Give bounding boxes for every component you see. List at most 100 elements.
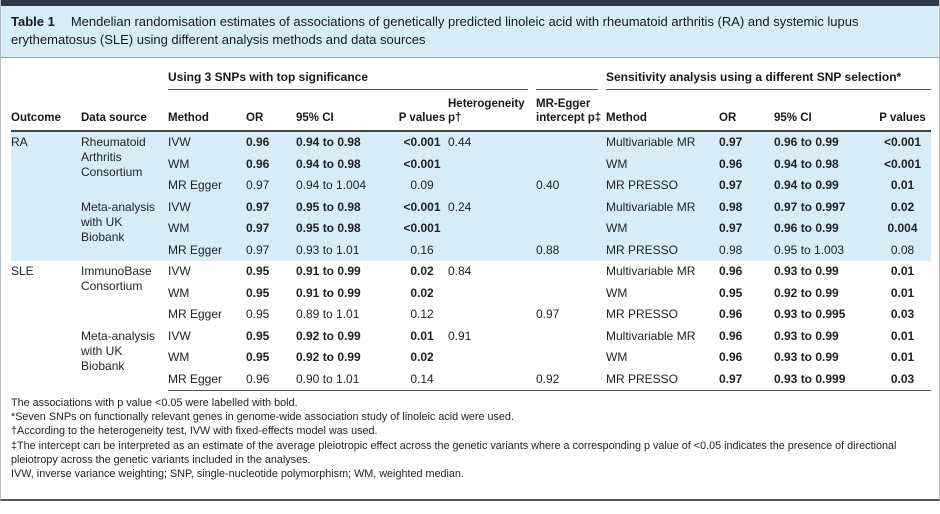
or-cell: 0.96 — [246, 130, 296, 153]
table-body: RA Rheumatoid Arthritis Consortium IVW 0.96… — [11, 130, 932, 391]
heterogeneity-p-cell — [448, 346, 536, 368]
col-header-p-values-2: P values — [874, 89, 932, 132]
method-cell: IVW — [168, 196, 246, 218]
table-row: Meta-analysis with UK Biobank IVW 0.97 0.95… — [11, 196, 932, 261]
heterogeneity-p-cell — [448, 368, 536, 391]
footnote-bold-note: The associations with p value <0.05 were… — [11, 396, 298, 409]
col-header-or-2: OR — [719, 89, 774, 132]
sensitivity-or-cell: 0.98 — [719, 196, 774, 218]
table-caption-block: Table 1 Mendelian randomisation estimates… — [1, 6, 939, 58]
method-cell: MR Egger — [168, 174, 246, 196]
ci-cell: 0.94 to 0.98 — [296, 130, 396, 153]
method-cell: MR Egger — [168, 368, 246, 391]
sensitivity-p-value-cell: 0.01 — [874, 260, 932, 282]
p-value-cell: <0.001 — [396, 153, 448, 175]
method-cell: IVW — [168, 325, 246, 347]
mr-egger-intercept-p-cell: 0.88 — [536, 239, 606, 261]
data-source-cell: Meta-analysis with UK Biobank — [81, 196, 168, 261]
sensitivity-method-cell: Multivariable MR — [606, 130, 719, 153]
group-header-right-label: Sensitivity analysis using a different S… — [606, 70, 932, 90]
sensitivity-ci-cell: 0.93 to 0.999 — [774, 368, 874, 391]
sensitivity-p-value-cell: <0.001 — [874, 130, 932, 153]
col-header-p-values-1: P values — [396, 89, 448, 132]
sensitivity-method-cell: WM — [606, 346, 719, 368]
footnotes: The associations with p value <0.05 were… — [1, 391, 939, 482]
col-header-method-1: Method — [168, 89, 246, 132]
mr-egger-intercept-p-cell — [536, 153, 606, 175]
method-cell: MR Egger — [168, 239, 246, 261]
or-cell: 0.96 — [246, 368, 296, 391]
col-header-ci-2: 95% CI — [774, 89, 874, 132]
sensitivity-ci-cell: 0.96 to 0.99 — [774, 217, 874, 239]
ci-cell: 0.92 to 0.99 — [296, 346, 396, 368]
sensitivity-ci-cell: 0.94 to 0.99 — [774, 174, 874, 196]
data-source-cell: Rheumatoid Arthritis Consortium — [81, 130, 168, 196]
method-cell: IVW — [168, 130, 246, 153]
col-header-ci-1: 95% CI — [296, 89, 396, 132]
group-header-right: Sensitivity analysis using a different S… — [606, 64, 932, 90]
sensitivity-method-cell: MR PRESSO — [606, 239, 719, 261]
sensitivity-ci-cell: 0.96 to 0.99 — [774, 130, 874, 153]
sensitivity-method-cell: WM — [606, 282, 719, 304]
group-header-left-label: Using 3 SNPs with top significance — [168, 70, 528, 90]
top-accent-bar — [1, 0, 939, 6]
ci-cell: 0.93 to 1.01 — [296, 239, 396, 261]
mid-rule-segment — [536, 88, 598, 90]
sensitivity-method-cell: MR PRESSO — [606, 174, 719, 196]
data-source-cell: Meta-analysis with UK Biobank — [81, 325, 168, 390]
sensitivity-p-value-cell: 0.01 — [874, 174, 932, 196]
sensitivity-ci-cell: 0.93 to 0.995 — [774, 303, 874, 325]
or-cell: 0.95 — [246, 303, 296, 325]
ci-cell: 0.91 to 0.99 — [296, 260, 396, 282]
table-row: WM 0.95 0.91 to 0.99 0.02 WM 0.95 0.92 to 0.99… — [11, 282, 932, 304]
p-value-cell: <0.001 — [396, 217, 448, 239]
p-value-cell: 0.09 — [396, 174, 448, 196]
sensitivity-method-cell: MR PRESSO — [606, 303, 719, 325]
sensitivity-or-cell: 0.95 — [719, 282, 774, 304]
table-row: SLE ImmunoBase Consortium IVW 0.95 0.91 to 0… — [11, 260, 932, 390]
col-header-mr-egger-intercept-p: MR-Egger intercept p‡ — [536, 89, 606, 132]
outcome-cell: RA — [11, 130, 81, 261]
mr-egger-intercept-p-cell: 0.40 — [536, 174, 606, 196]
p-value-cell: 0.02 — [396, 346, 448, 368]
group-header-left: Using 3 SNPs with top significance — [168, 64, 536, 90]
sensitivity-ci-cell: 0.93 to 0.99 — [774, 346, 874, 368]
table-row: MR Egger 0.96 0.90 to 1.01 0.14 0.92 MR PRESS… — [11, 368, 932, 391]
p-value-cell: 0.02 — [396, 260, 448, 282]
col-header-outcome: Outcome — [11, 89, 81, 132]
p-value-cell: <0.001 — [396, 196, 448, 218]
heterogeneity-p-cell: 0.84 — [448, 260, 536, 282]
table-row: WM 0.97 0.95 to 0.98 <0.001 WM 0.97 0.96 to 0.… — [11, 217, 932, 239]
p-value-cell: 0.16 — [396, 239, 448, 261]
method-cell: IVW — [168, 260, 246, 282]
mr-egger-intercept-p-cell — [536, 346, 606, 368]
or-cell: 0.95 — [246, 260, 296, 282]
heterogeneity-p-cell — [448, 174, 536, 196]
sensitivity-p-value-cell: 0.03 — [874, 303, 932, 325]
sensitivity-method-cell: WM — [606, 217, 719, 239]
table-label: Table 1 — [11, 14, 55, 29]
ci-cell: 0.91 to 0.99 — [296, 282, 396, 304]
sensitivity-or-cell: 0.97 — [719, 368, 774, 391]
table-row: Meta-analysis with UK Biobank IVW 0.95 0.92… — [11, 325, 932, 390]
or-cell: 0.97 — [246, 174, 296, 196]
sensitivity-p-value-cell: 0.004 — [874, 217, 932, 239]
heterogeneity-p-cell: 0.44 — [448, 130, 536, 153]
method-cell: WM — [168, 282, 246, 304]
sensitivity-method-cell: Multivariable MR — [606, 325, 719, 347]
data-source-cell: ImmunoBase Consortium — [81, 260, 168, 325]
ci-cell: 0.95 to 0.98 — [296, 217, 396, 239]
table-row: MR Egger 0.95 0.89 to 1.01 0.12 0.97 MR PRESS… — [11, 303, 932, 325]
sensitivity-method-cell: Multivariable MR — [606, 196, 719, 218]
table-row: MR Egger 0.97 0.94 to 1.004 0.09 0.40 MR PRES… — [11, 174, 932, 196]
sensitivity-p-value-cell: 0.03 — [874, 368, 932, 391]
mr-estimates-table: Using 3 SNPs with top significance Sensi… — [11, 64, 932, 391]
ci-cell: 0.90 to 1.01 — [296, 368, 396, 391]
sensitivity-or-cell: 0.96 — [719, 325, 774, 347]
sensitivity-or-cell: 0.96 — [719, 303, 774, 325]
sensitivity-or-cell: 0.97 — [719, 130, 774, 153]
mr-egger-intercept-p-cell: 0.97 — [536, 303, 606, 325]
ci-cell: 0.89 to 1.01 — [296, 303, 396, 325]
or-cell: 0.96 — [246, 153, 296, 175]
sensitivity-p-value-cell: 0.01 — [874, 346, 932, 368]
